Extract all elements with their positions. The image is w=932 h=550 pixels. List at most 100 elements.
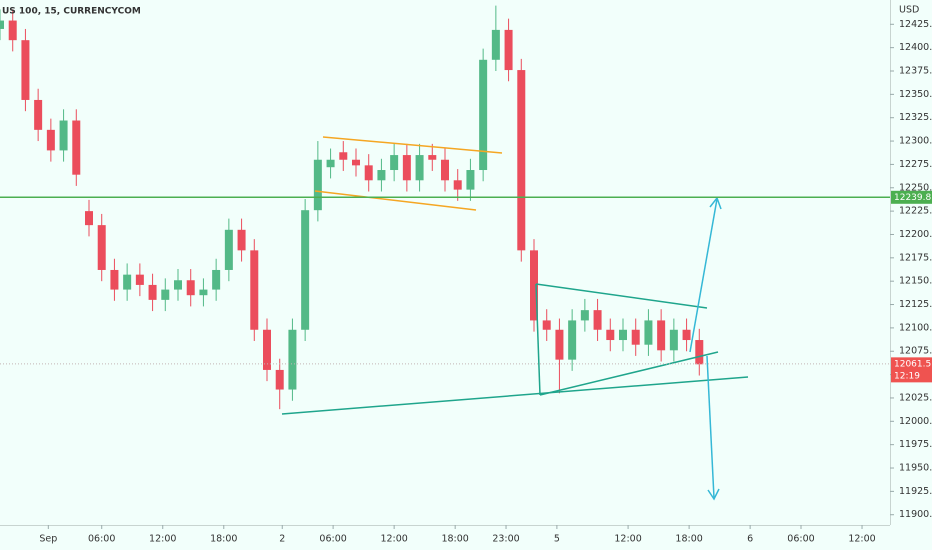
triangle-line — [535, 283, 708, 309]
candle-body — [390, 155, 399, 171]
candle-body — [453, 180, 462, 190]
candle-body — [466, 170, 475, 190]
x-tick-label: 06:00 — [787, 534, 814, 545]
candle-body — [530, 250, 538, 321]
x-tick-label: 18:00 — [210, 534, 237, 545]
candle-body — [428, 155, 437, 160]
candle-body — [542, 320, 551, 330]
candle-body — [644, 320, 653, 345]
candle-body — [415, 155, 424, 181]
candle-body — [517, 70, 526, 251]
candle-body — [364, 165, 373, 181]
x-tick-label: 18:00 — [675, 534, 702, 545]
currency-label: USD — [899, 5, 919, 16]
candle-body — [34, 99, 43, 130]
candle-body — [275, 369, 284, 390]
plot — [0, 5, 704, 410]
y-tick-label: 12075.0 — [899, 346, 932, 357]
y-tick-label: 12325.0 — [899, 112, 932, 123]
y-tick-label: 11950.0 — [899, 463, 932, 474]
x-tick-label: 12:00 — [380, 534, 407, 545]
y-tick-label: 12200.0 — [899, 229, 932, 240]
x-tick-label: 6 — [747, 534, 753, 545]
candle-body — [0, 20, 4, 29]
level-label: 12239.8 — [894, 193, 931, 203]
candle-body — [263, 329, 271, 370]
candle-body — [21, 40, 30, 100]
candle-body — [606, 329, 615, 341]
candle-body — [161, 289, 170, 300]
y-tick-label: 11975.0 — [899, 439, 932, 450]
candle-body — [148, 284, 157, 300]
candle-body — [110, 269, 119, 290]
y-tick-label: 12400.0 — [899, 42, 932, 53]
candle-body — [224, 229, 233, 270]
candle-body — [669, 329, 678, 351]
last-price-box — [891, 357, 932, 383]
countdown-label: 12:19 — [894, 371, 920, 381]
candle-body — [339, 152, 348, 160]
candle-body — [580, 310, 589, 321]
candle-body — [555, 329, 564, 360]
triangle-line — [539, 351, 719, 396]
candle-body — [695, 340, 704, 365]
y-tick-label: 12250.0 — [899, 182, 932, 193]
y-tick-label: 12275.0 — [899, 159, 932, 170]
candle-body — [85, 211, 93, 226]
x-tick-label: 12:00 — [149, 534, 176, 545]
x-tick-label: 06:00 — [88, 534, 115, 545]
candle-body — [288, 329, 297, 390]
candle-body — [59, 120, 68, 151]
arrow-head — [707, 488, 720, 501]
candle-body — [593, 310, 602, 330]
x-tick-label: 12:00 — [848, 534, 875, 545]
candle-body — [657, 320, 666, 351]
y-tick-label: 12375.0 — [899, 65, 932, 76]
x-tick-label: 23:00 — [492, 534, 519, 545]
candle-body — [135, 274, 144, 285]
arrow — [706, 355, 715, 499]
y-tick-label: 12225.0 — [899, 206, 932, 217]
candle-body — [352, 159, 360, 166]
candle-body — [402, 155, 411, 181]
y-tick-label: 11925.0 — [899, 486, 932, 497]
candle-body — [313, 159, 322, 211]
candle-body — [301, 210, 310, 330]
candle-body — [237, 229, 246, 251]
candle-body — [568, 320, 577, 360]
x-tick-label: Sep — [39, 534, 57, 545]
candle-body — [479, 59, 488, 171]
candle-body — [326, 159, 335, 168]
drawings — [281, 136, 749, 501]
candle-body — [186, 280, 195, 296]
candle-body — [377, 170, 386, 181]
candle-body — [199, 289, 208, 296]
trend-line — [281, 376, 749, 415]
candle-body — [631, 329, 640, 345]
y-tick-label: 12350.0 — [899, 89, 932, 100]
channel-line — [322, 136, 503, 154]
chart-title: US 100, 15, CURRENCYCOM — [2, 7, 141, 17]
x-tick-label: 18:00 — [441, 534, 468, 545]
candle-body — [491, 29, 500, 60]
candle-body — [619, 329, 627, 341]
x-tick-label: 2 — [279, 534, 285, 545]
candle-body — [123, 274, 132, 290]
y-tick-label: 11900.0 — [899, 509, 932, 520]
triangle-line — [535, 283, 541, 396]
y-tick-label: 12000.0 — [899, 416, 932, 427]
candle-body — [250, 250, 259, 330]
candle-body — [174, 280, 182, 290]
y-tick-label: 12425.0 — [899, 19, 932, 30]
x-tick-label: 06:00 — [319, 534, 346, 545]
y-tick-label: 12100.0 — [899, 322, 932, 333]
y-tick-label: 12150.0 — [899, 276, 932, 287]
candle-body — [8, 20, 17, 41]
candle-body — [212, 269, 221, 290]
candle-body — [97, 225, 106, 270]
channel-line — [314, 190, 477, 211]
y-tick-label: 12175.0 — [899, 252, 932, 263]
level-label-box — [891, 190, 932, 204]
